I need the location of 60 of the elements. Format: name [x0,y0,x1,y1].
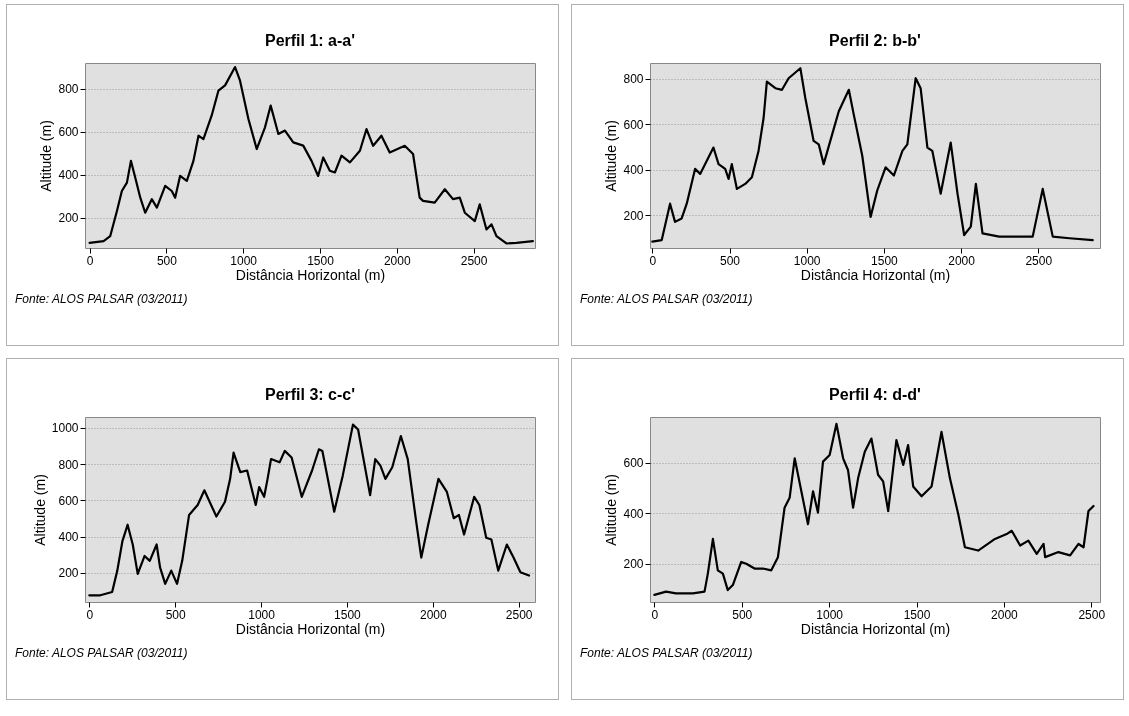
y-axis-title: Altitude (m) [31,474,48,546]
x-tick-label: 500 [732,607,753,622]
y-tick-label: 800 [58,457,79,472]
x-tick-label: 2500 [1078,607,1106,622]
x-tick-label: 0 [86,607,94,622]
y-tick-label: 200 [58,566,79,581]
source-note: Fonte: ALOS PALSAR (03/2011) [580,292,753,306]
y-tick-label: 800 [58,82,79,97]
y-tick-label: 400 [58,530,79,545]
x-tick-label: 1000 [248,607,276,622]
y-tick-label: 400 [623,506,644,521]
x-tick-label: 1500 [334,607,362,622]
x-tick-label: 2000 [419,607,447,622]
y-tick-label: 600 [58,125,79,140]
y-tick-label: 200 [623,557,644,572]
y-tick-label: 200 [58,211,79,226]
x-tick-label: 500 [719,253,741,268]
y-tick-label: 800 [623,72,644,87]
source-note: Fonte: ALOS PALSAR (03/2011) [15,646,188,660]
x-tick-label: 0 [649,253,657,268]
x-tick-label: 0 [651,607,659,622]
x-axis-title: Distância Horizontal (m) [800,266,951,283]
y-axis-title: Altitude (m) [603,120,620,192]
chart-title: Perfil 3: c-c' [264,386,356,403]
x-tick-label: 0 [86,253,94,268]
x-tick-label: 2500 [460,253,488,268]
x-tick-label: 1000 [230,253,258,268]
line-series [653,422,1095,596]
y-tick-label: 400 [623,163,644,178]
y-tick-label: 1000 [51,421,79,436]
x-tick-label: 1500 [871,253,899,268]
y-tick-label: 600 [623,456,644,471]
x-tick-label: 1000 [793,253,821,268]
line-series [88,423,531,597]
x-tick-label: 1500 [903,607,931,622]
x-tick-label: 2500 [505,607,533,622]
x-axis-title: Distância Horizontal (m) [800,620,951,637]
chart-title: Perfil 1: a-a' [264,32,356,49]
x-tick-label: 500 [156,253,178,268]
source-note: Fonte: ALOS PALSAR (03/2011) [15,292,188,306]
x-tick-label: 2000 [991,607,1019,622]
line-series [651,67,1094,243]
line-series [88,65,534,245]
x-tick-label: 500 [165,607,186,622]
x-tick-label: 1000 [816,607,844,622]
x-axis-title: Distância Horizontal (m) [235,266,386,283]
y-tick-label: 600 [623,117,644,132]
x-tick-label: 2000 [948,253,976,268]
chart-title: Perfil 2: b-b' [829,32,921,49]
y-axis-title: Altitude (m) [38,120,55,192]
source-note: Fonte: ALOS PALSAR (03/2011) [580,646,753,660]
x-tick-label: 2000 [383,253,411,268]
x-axis-title: Distância Horizontal (m) [235,620,386,637]
y-tick-label: 200 [623,208,644,223]
y-tick-label: 400 [58,168,79,183]
x-tick-label: 2500 [1025,253,1053,268]
y-tick-label: 600 [58,493,79,508]
x-tick-label: 1500 [307,253,335,268]
y-axis-title: Altitude (m) [603,474,620,546]
chart-title: Perfil 4: d-d' [829,386,921,403]
